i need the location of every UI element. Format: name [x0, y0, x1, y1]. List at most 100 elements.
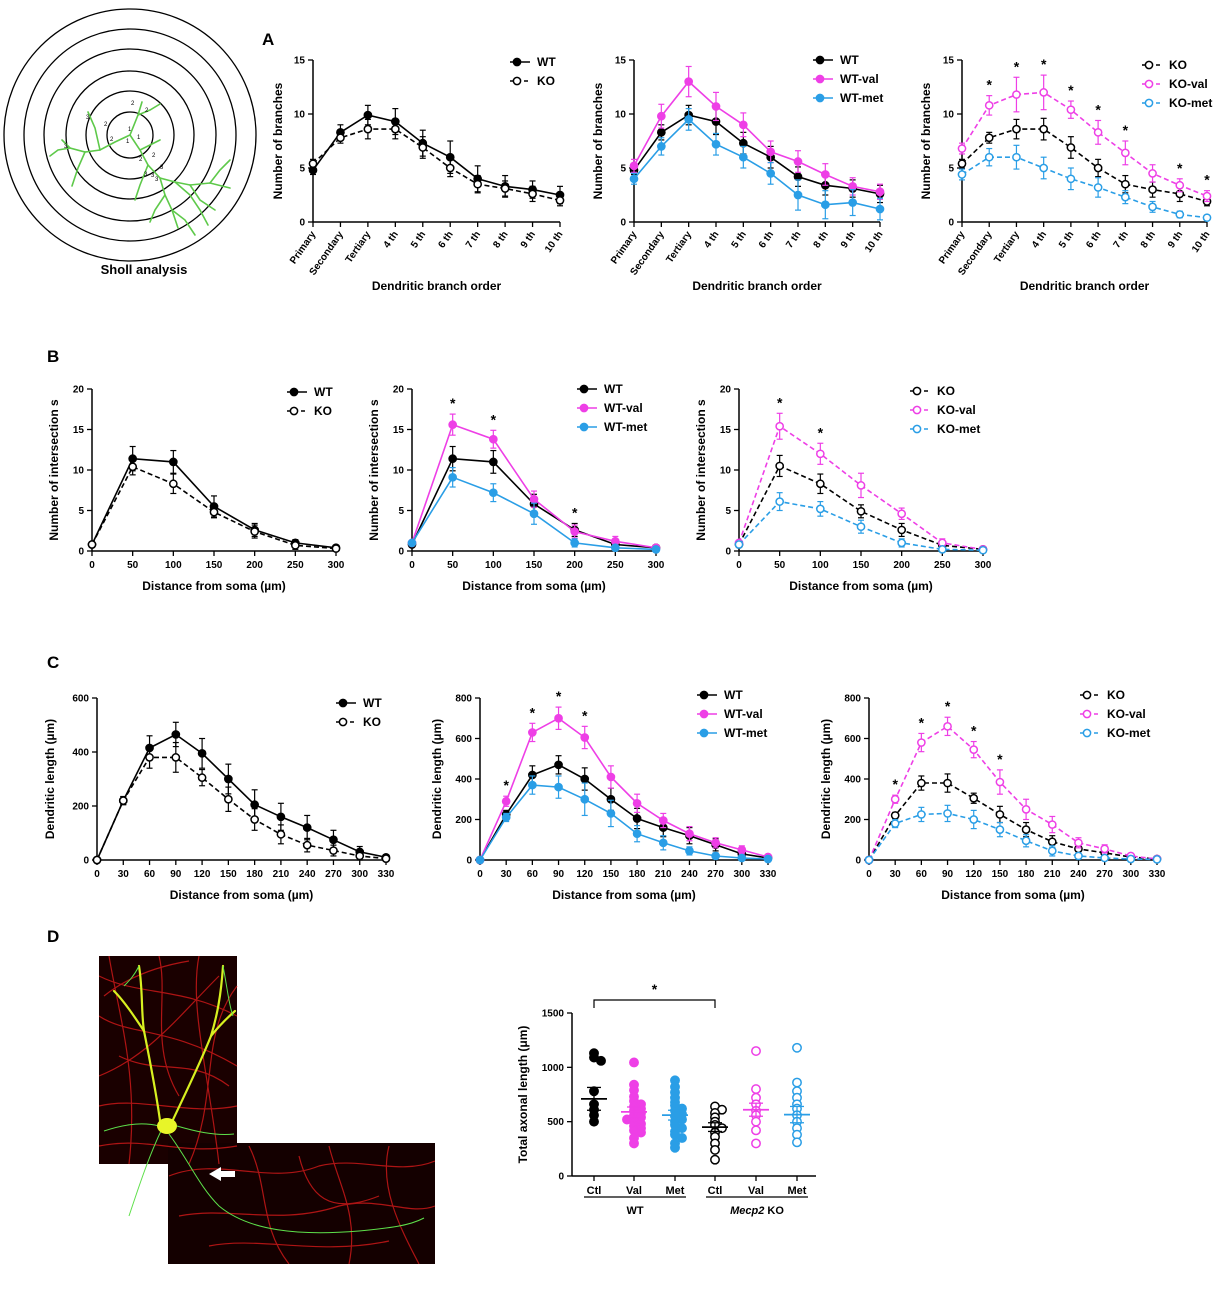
data-point [890, 811, 900, 820]
x-tick-label: 60 [527, 869, 539, 880]
data-point [488, 434, 498, 444]
significance-star: * [818, 424, 824, 440]
x-tick-label: 0 [89, 560, 95, 571]
data-point [224, 794, 233, 804]
data-point [815, 504, 825, 514]
x-tick-label: 0 [94, 869, 100, 880]
data-point [500, 184, 510, 193]
legend-label: KO [314, 404, 332, 418]
series-line-wt-val [633, 80, 881, 193]
series-line-wt-val [411, 423, 657, 549]
data-point [1066, 143, 1076, 152]
data-point [1202, 213, 1212, 223]
y-tick-label: 5 [725, 506, 731, 517]
series-line-wt [312, 114, 561, 196]
x-tick-label: 7 th [784, 229, 803, 250]
data-point [775, 497, 785, 506]
data-point [897, 509, 907, 519]
data-point [1066, 105, 1076, 115]
data-point [984, 133, 994, 143]
svg-text:2: 2 [131, 101, 135, 107]
data-point [629, 174, 639, 184]
legend-swatch-marker [1082, 690, 1092, 700]
data-point [290, 540, 300, 550]
data-point [943, 722, 952, 731]
y-axis-label: Number of intersection s [47, 399, 61, 541]
data-point [995, 810, 1005, 819]
group-label-ko: Mecp2 KO [730, 1205, 784, 1217]
data-point [329, 846, 338, 855]
data-point [331, 544, 341, 553]
series-wt [475, 755, 773, 865]
series-line-ko [312, 128, 561, 202]
legend-swatch-marker [815, 55, 825, 65]
data-point [473, 179, 483, 189]
x-tick-label: 4 th [382, 229, 401, 250]
data-point [250, 800, 259, 810]
data-point [329, 835, 338, 845]
svg-text:2: 2 [110, 137, 114, 143]
svg-text:2: 2 [152, 153, 156, 159]
x-tick-label: 300 [351, 869, 368, 880]
x-tick-label: 150 [526, 560, 543, 571]
significance-star: * [971, 723, 977, 739]
series-wt-val [629, 65, 885, 200]
data-point [610, 543, 620, 553]
sholl-title: Sholl analysis [101, 262, 188, 277]
data-point [766, 147, 776, 157]
y-tick-label: 400 [455, 775, 472, 786]
data-point [197, 749, 207, 758]
data-point [276, 830, 286, 839]
x-tick-label: 5 th [409, 229, 428, 250]
data-point [917, 778, 926, 788]
data-point [1148, 202, 1157, 212]
data-point [917, 738, 926, 747]
data-point [1074, 851, 1083, 861]
data-point [407, 538, 417, 548]
x-tick-label: Met [788, 1185, 807, 1197]
x-tick-label: 200 [246, 560, 263, 571]
x-tick-label: 10 th [863, 229, 885, 254]
data-point [763, 854, 773, 864]
legend-swatch-marker [912, 424, 922, 434]
legend-swatch-marker [289, 387, 299, 397]
series-ko-met [957, 144, 1212, 223]
data-point [1047, 846, 1057, 856]
data-point [1066, 174, 1076, 184]
x-tick-label: 150 [603, 869, 620, 880]
data-point [1120, 148, 1130, 158]
y-tick-label: 400 [844, 775, 861, 786]
data-point [815, 479, 825, 489]
data-point [606, 809, 616, 818]
scatter-group-3 [662, 1075, 688, 1153]
legend-swatch-marker [699, 728, 709, 738]
data-point [738, 152, 748, 162]
data-point [381, 854, 391, 864]
series-wt-val [407, 413, 661, 553]
data-point [734, 540, 744, 549]
legend-label: KO-met [1107, 726, 1150, 740]
significance-star: * [582, 707, 588, 723]
series-line-wt [479, 763, 769, 861]
x-tick-label: 240 [299, 869, 316, 880]
series-wt-met [407, 466, 661, 554]
data-point [656, 128, 666, 137]
scatter-point [589, 1116, 599, 1127]
legend-swatch-marker [912, 405, 922, 415]
y-tick-label: 0 [620, 218, 626, 229]
data-point [1021, 836, 1031, 846]
x-tick-label: 150 [992, 869, 1009, 880]
data-point [145, 753, 154, 762]
data-point [632, 814, 642, 823]
data-point [848, 198, 858, 207]
legend-label: WT [537, 55, 556, 69]
data-point [957, 144, 967, 153]
data-point [554, 713, 563, 723]
y-tick-label: 5 [620, 164, 626, 175]
y-tick-label: 200 [455, 815, 472, 826]
panel-label-b: B [47, 347, 59, 366]
y-tick-label: 20 [73, 385, 85, 396]
data-point [1021, 825, 1031, 834]
legend-label: WT-met [724, 726, 767, 740]
y-tick-label: 0 [466, 856, 472, 867]
